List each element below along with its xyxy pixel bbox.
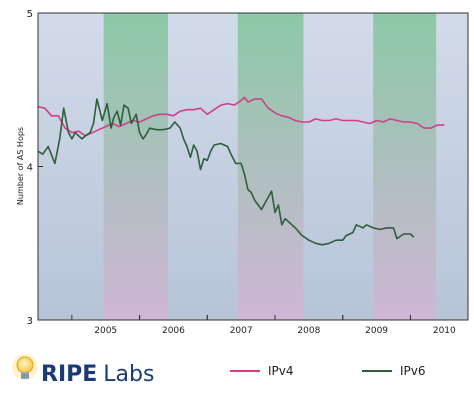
x-axis: 2005 2006 2007 2008 2009 2010 [71, 315, 456, 336]
y-axis-label: Number of AS Hops [16, 127, 25, 205]
shaded-periods [103, 13, 437, 320]
y-tick-label-3: 3 [27, 316, 33, 327]
y-axis: 5 4 3 [27, 9, 43, 327]
shaded-period-3 [373, 13, 437, 320]
y-tick-label-4: 4 [27, 163, 33, 174]
x-tick-label-2005: 2005 [94, 326, 117, 336]
legend: IPv4 IPv6 [230, 364, 426, 378]
legend-label-ipv4: IPv4 [268, 364, 294, 378]
lightbulb-icon [12, 354, 38, 380]
y-tick-label-5: 5 [27, 9, 33, 20]
x-tick-label-2009: 2009 [365, 326, 388, 336]
series-line-ipv6 [37, 98, 415, 246]
x-tick-label-2006: 2006 [162, 326, 185, 336]
shaded-period-1 [103, 13, 169, 320]
x-tick-label-2010: 2010 [433, 326, 456, 336]
series-lines [37, 96, 445, 246]
shaded-period-2 [237, 13, 304, 320]
legend-label-ipv6: IPv6 [400, 364, 426, 378]
brand-ripe: RIPE [41, 362, 97, 387]
series-line-ipv4 [37, 96, 445, 137]
legend-item-ipv6: IPv6 [362, 364, 426, 378]
brand-labs: Labs [103, 362, 154, 387]
x-tick-label-2008: 2008 [297, 326, 320, 336]
ripe-labs-logo: RIPE Labs [12, 354, 154, 387]
x-tick-label-2007: 2007 [230, 326, 253, 336]
legend-item-ipv4: IPv4 [230, 364, 294, 378]
